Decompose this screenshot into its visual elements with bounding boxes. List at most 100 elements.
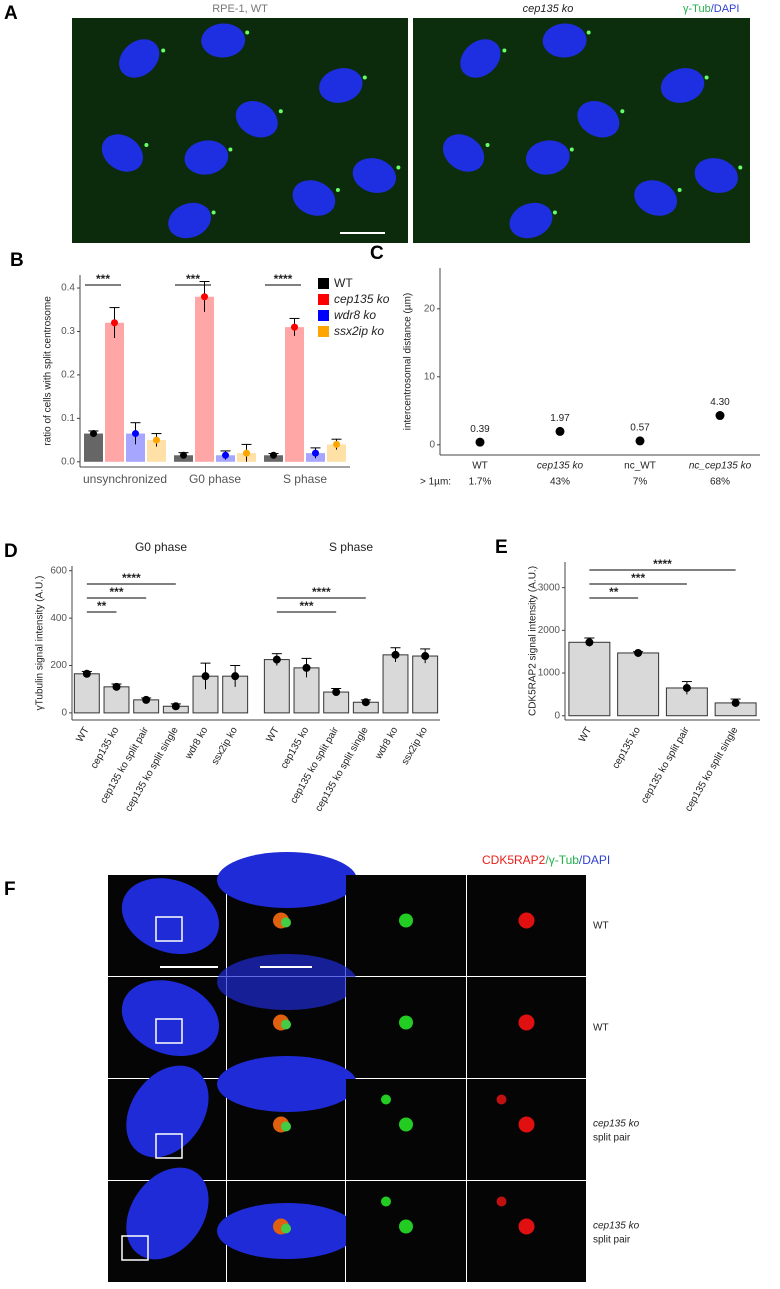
signal <box>518 1116 535 1133</box>
bar <box>84 433 103 462</box>
nucleus <box>168 202 212 239</box>
x-tick-label: nc_cep135 ko <box>689 461 752 472</box>
x-tick-label: cep135 ko <box>610 725 643 771</box>
x-tick-label: cep135 ko split single <box>123 725 181 814</box>
bar <box>285 327 304 462</box>
roi-box <box>121 1235 149 1261</box>
mean-point <box>634 648 643 657</box>
x-tick-label: nc_WT <box>624 461 656 472</box>
x-tick-label: unsynchronized <box>83 472 167 486</box>
mean-point <box>361 698 370 707</box>
stain: γ-Tub <box>683 3 711 15</box>
nucleus <box>319 68 363 103</box>
centrosome <box>245 30 250 35</box>
mean-point <box>270 451 277 459</box>
y-tick-label: 20 <box>424 303 436 314</box>
row-label: WT <box>593 1023 609 1034</box>
nucleus <box>121 878 219 955</box>
mean-point <box>555 426 565 436</box>
mean-point <box>142 695 151 704</box>
bar <box>412 655 439 714</box>
centrosome <box>502 48 507 53</box>
centrosome <box>620 109 625 114</box>
y-tick-label: 2000 <box>538 625 561 636</box>
x-tick-label: S phase <box>283 472 327 486</box>
y-tick-label: 0 <box>554 710 560 721</box>
significance-label: **** <box>274 272 293 286</box>
nucleus <box>509 202 553 239</box>
signal <box>518 1218 535 1235</box>
signal <box>281 917 291 928</box>
roi-box <box>155 1018 183 1044</box>
y-tick-label: 3000 <box>538 582 561 593</box>
legend-label: WT <box>334 276 353 290</box>
centrosome <box>552 210 557 215</box>
percent-label: 43% <box>550 477 570 488</box>
nucleus <box>217 1056 357 1112</box>
signal <box>281 1019 291 1030</box>
centrosome <box>228 147 233 152</box>
nucleus <box>525 140 570 175</box>
stain-label: CDK5RAP2/γ-Tub/DAPI <box>482 853 610 867</box>
nucleus <box>542 23 587 58</box>
signal <box>281 1121 291 1132</box>
panel-letter: E <box>495 537 508 558</box>
panel-letter: A <box>4 3 18 24</box>
y-axis-title: intercentrosomal distance (µm) <box>403 293 414 430</box>
x-tick-label: WT <box>472 461 488 472</box>
x-tick-label: cep135 ko <box>89 725 122 771</box>
significance-label: *** <box>631 571 645 585</box>
centrosome <box>362 75 367 80</box>
mean-point <box>171 702 180 711</box>
y-tick-label: 200 <box>50 660 67 671</box>
y-tick-label: 0.1 <box>61 413 75 424</box>
nucleus <box>101 134 143 172</box>
bar <box>126 433 145 462</box>
mean-point <box>635 436 645 446</box>
mean-point <box>421 652 430 661</box>
row-label: split pair <box>593 1133 631 1144</box>
nucleus <box>121 980 219 1057</box>
nucleus <box>119 39 160 78</box>
x-tick-label: WT <box>577 725 594 744</box>
mean-point <box>201 293 208 301</box>
y-tick-label: 1000 <box>538 668 561 679</box>
percent-label: 1.7% <box>469 477 492 488</box>
significance-label: *** <box>186 272 200 286</box>
x-tick-label: cep135 ko split pair <box>639 725 692 806</box>
panel-letter: B <box>10 250 24 271</box>
micrograph <box>413 18 750 243</box>
significance-label: **** <box>653 557 672 571</box>
mean-point <box>180 451 187 459</box>
mean-point <box>231 672 240 681</box>
image-label: cep135 ko <box>523 3 574 15</box>
y-tick-label: 0 <box>61 708 67 719</box>
row-label: cep135 ko <box>593 1119 640 1130</box>
facet-title: S phase <box>329 540 373 554</box>
panel-letter: F <box>4 879 16 900</box>
significance-label: **** <box>122 571 141 585</box>
mean-point <box>291 323 298 331</box>
centrosome <box>144 143 149 147</box>
bar <box>382 654 409 714</box>
signal <box>399 1015 413 1030</box>
value-label: 0.57 <box>630 423 650 434</box>
significance-label: ** <box>609 585 619 599</box>
signal <box>399 913 413 928</box>
y-axis-title: γTubulin signal intensity (A.U.) <box>35 576 46 711</box>
signal <box>518 1014 535 1031</box>
mean-point <box>715 411 725 421</box>
bar <box>327 444 346 462</box>
row-label: cep135 ko <box>593 1221 640 1232</box>
centrosome <box>738 165 743 170</box>
centrosome <box>396 165 401 170</box>
centrosome <box>211 210 216 215</box>
mean-point <box>90 430 97 438</box>
nucleus <box>184 140 229 175</box>
y-axis-title: ratio of cells with split centrosome <box>43 296 54 446</box>
y-tick-label: 0.4 <box>61 283 75 294</box>
nucleus <box>201 23 246 58</box>
signal <box>399 1117 413 1132</box>
legend-label: wdr8 ko <box>334 308 376 322</box>
nucleus <box>442 134 485 172</box>
